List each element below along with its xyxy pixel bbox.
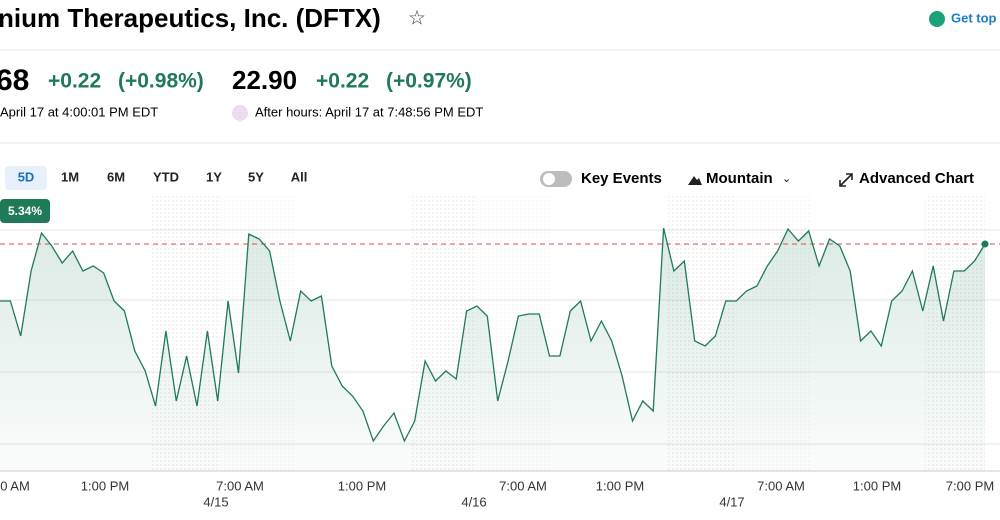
ah-time: After hours: April 17 at 7:48:56 PM EDT: [255, 104, 483, 119]
star-icon[interactable]: ☆: [408, 7, 426, 29]
x-tick-label: 1:00 PM: [596, 478, 644, 493]
ah-change-pct: (+0.97%): [386, 70, 472, 93]
price-line: [0, 227, 986, 443]
close-change-pct: (+0.98%): [118, 70, 204, 93]
badge-bg: [0, 199, 50, 223]
range-tab[interactable]: 1M: [61, 169, 79, 184]
close-price: 68: [0, 64, 29, 97]
active-tab: [5, 166, 47, 190]
badge: 5.34%: [8, 204, 42, 218]
chart-type[interactable]: Mountain: [706, 170, 773, 187]
x-tick-label: 1:00 PM: [853, 478, 901, 493]
x-tick-label: 7:00 AM: [757, 478, 805, 493]
range-tab[interactable]: 5D: [18, 169, 35, 184]
range-tab[interactable]: 5Y: [248, 169, 264, 184]
close-change: +0.22: [48, 70, 101, 93]
get-icon[interactable]: [929, 11, 945, 27]
range-tab[interactable]: All: [291, 169, 308, 184]
x-tick-label: 1:00 PM: [81, 478, 129, 493]
key-events[interactable]: Key Events: [581, 170, 662, 187]
x-tick-label: 7:00 PM: [946, 478, 994, 493]
range-tab[interactable]: 1Y: [206, 169, 222, 184]
ah-price: 22.90: [232, 65, 297, 95]
title: nium Therapeutics, Inc. (DFTX): [0, 3, 381, 33]
date-label: 4/16: [461, 494, 486, 509]
last-point: [981, 240, 989, 248]
range-tab[interactable]: 6M: [107, 169, 125, 184]
toggle-knob: [543, 173, 555, 185]
x-tick-label: 1:00 PM: [338, 478, 386, 493]
range-tab[interactable]: YTD: [153, 169, 179, 184]
ah-change: +0.22: [316, 70, 369, 93]
x-tick-label: 7:00 AM: [216, 478, 264, 493]
chevron: ⌄: [782, 173, 791, 185]
x-tick-label: 0 AM: [0, 478, 30, 493]
advanced-chart[interactable]: Advanced Chart: [859, 170, 974, 187]
mountain-icon: [688, 176, 702, 185]
area: [0, 228, 985, 471]
moon-icon: [232, 105, 248, 121]
x-tick-label: 7:00 AM: [499, 478, 547, 493]
get-button[interactable]: Get top: [951, 10, 997, 25]
expand-icon: [839, 173, 853, 187]
close-time: April 17 at 4:00:01 PM EDT: [0, 104, 158, 119]
date-label: 4/17: [719, 494, 744, 509]
date-label: 4/15: [203, 494, 228, 509]
